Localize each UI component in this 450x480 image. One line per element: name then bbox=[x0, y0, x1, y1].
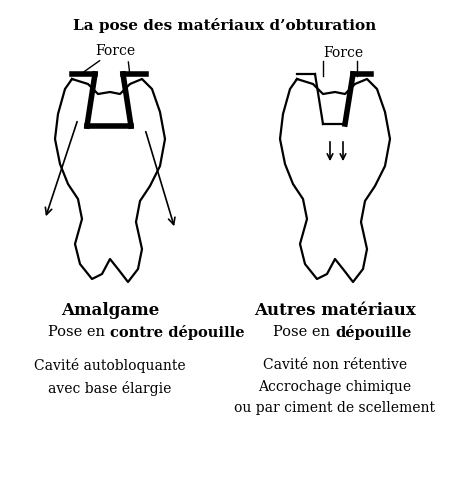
Text: Force: Force bbox=[95, 44, 135, 58]
Text: Force: Force bbox=[323, 46, 363, 60]
Text: dépouille: dépouille bbox=[335, 324, 411, 339]
Text: Pose en: Pose en bbox=[49, 324, 110, 338]
Text: Amalgame: Amalgame bbox=[61, 301, 159, 318]
Text: Pose en: Pose en bbox=[274, 324, 335, 338]
Text: Autres matériaux: Autres matériaux bbox=[254, 301, 416, 318]
Text: contre dépouille: contre dépouille bbox=[110, 324, 245, 339]
Text: Cavité autobloquante
avec base élargie: Cavité autobloquante avec base élargie bbox=[34, 357, 186, 396]
Text: La pose des matériaux d’obturation: La pose des matériaux d’obturation bbox=[73, 18, 377, 33]
Text: Cavité non rétentive
Accrochage chimique
ou par ciment de scellement: Cavité non rétentive Accrochage chimique… bbox=[234, 357, 436, 415]
